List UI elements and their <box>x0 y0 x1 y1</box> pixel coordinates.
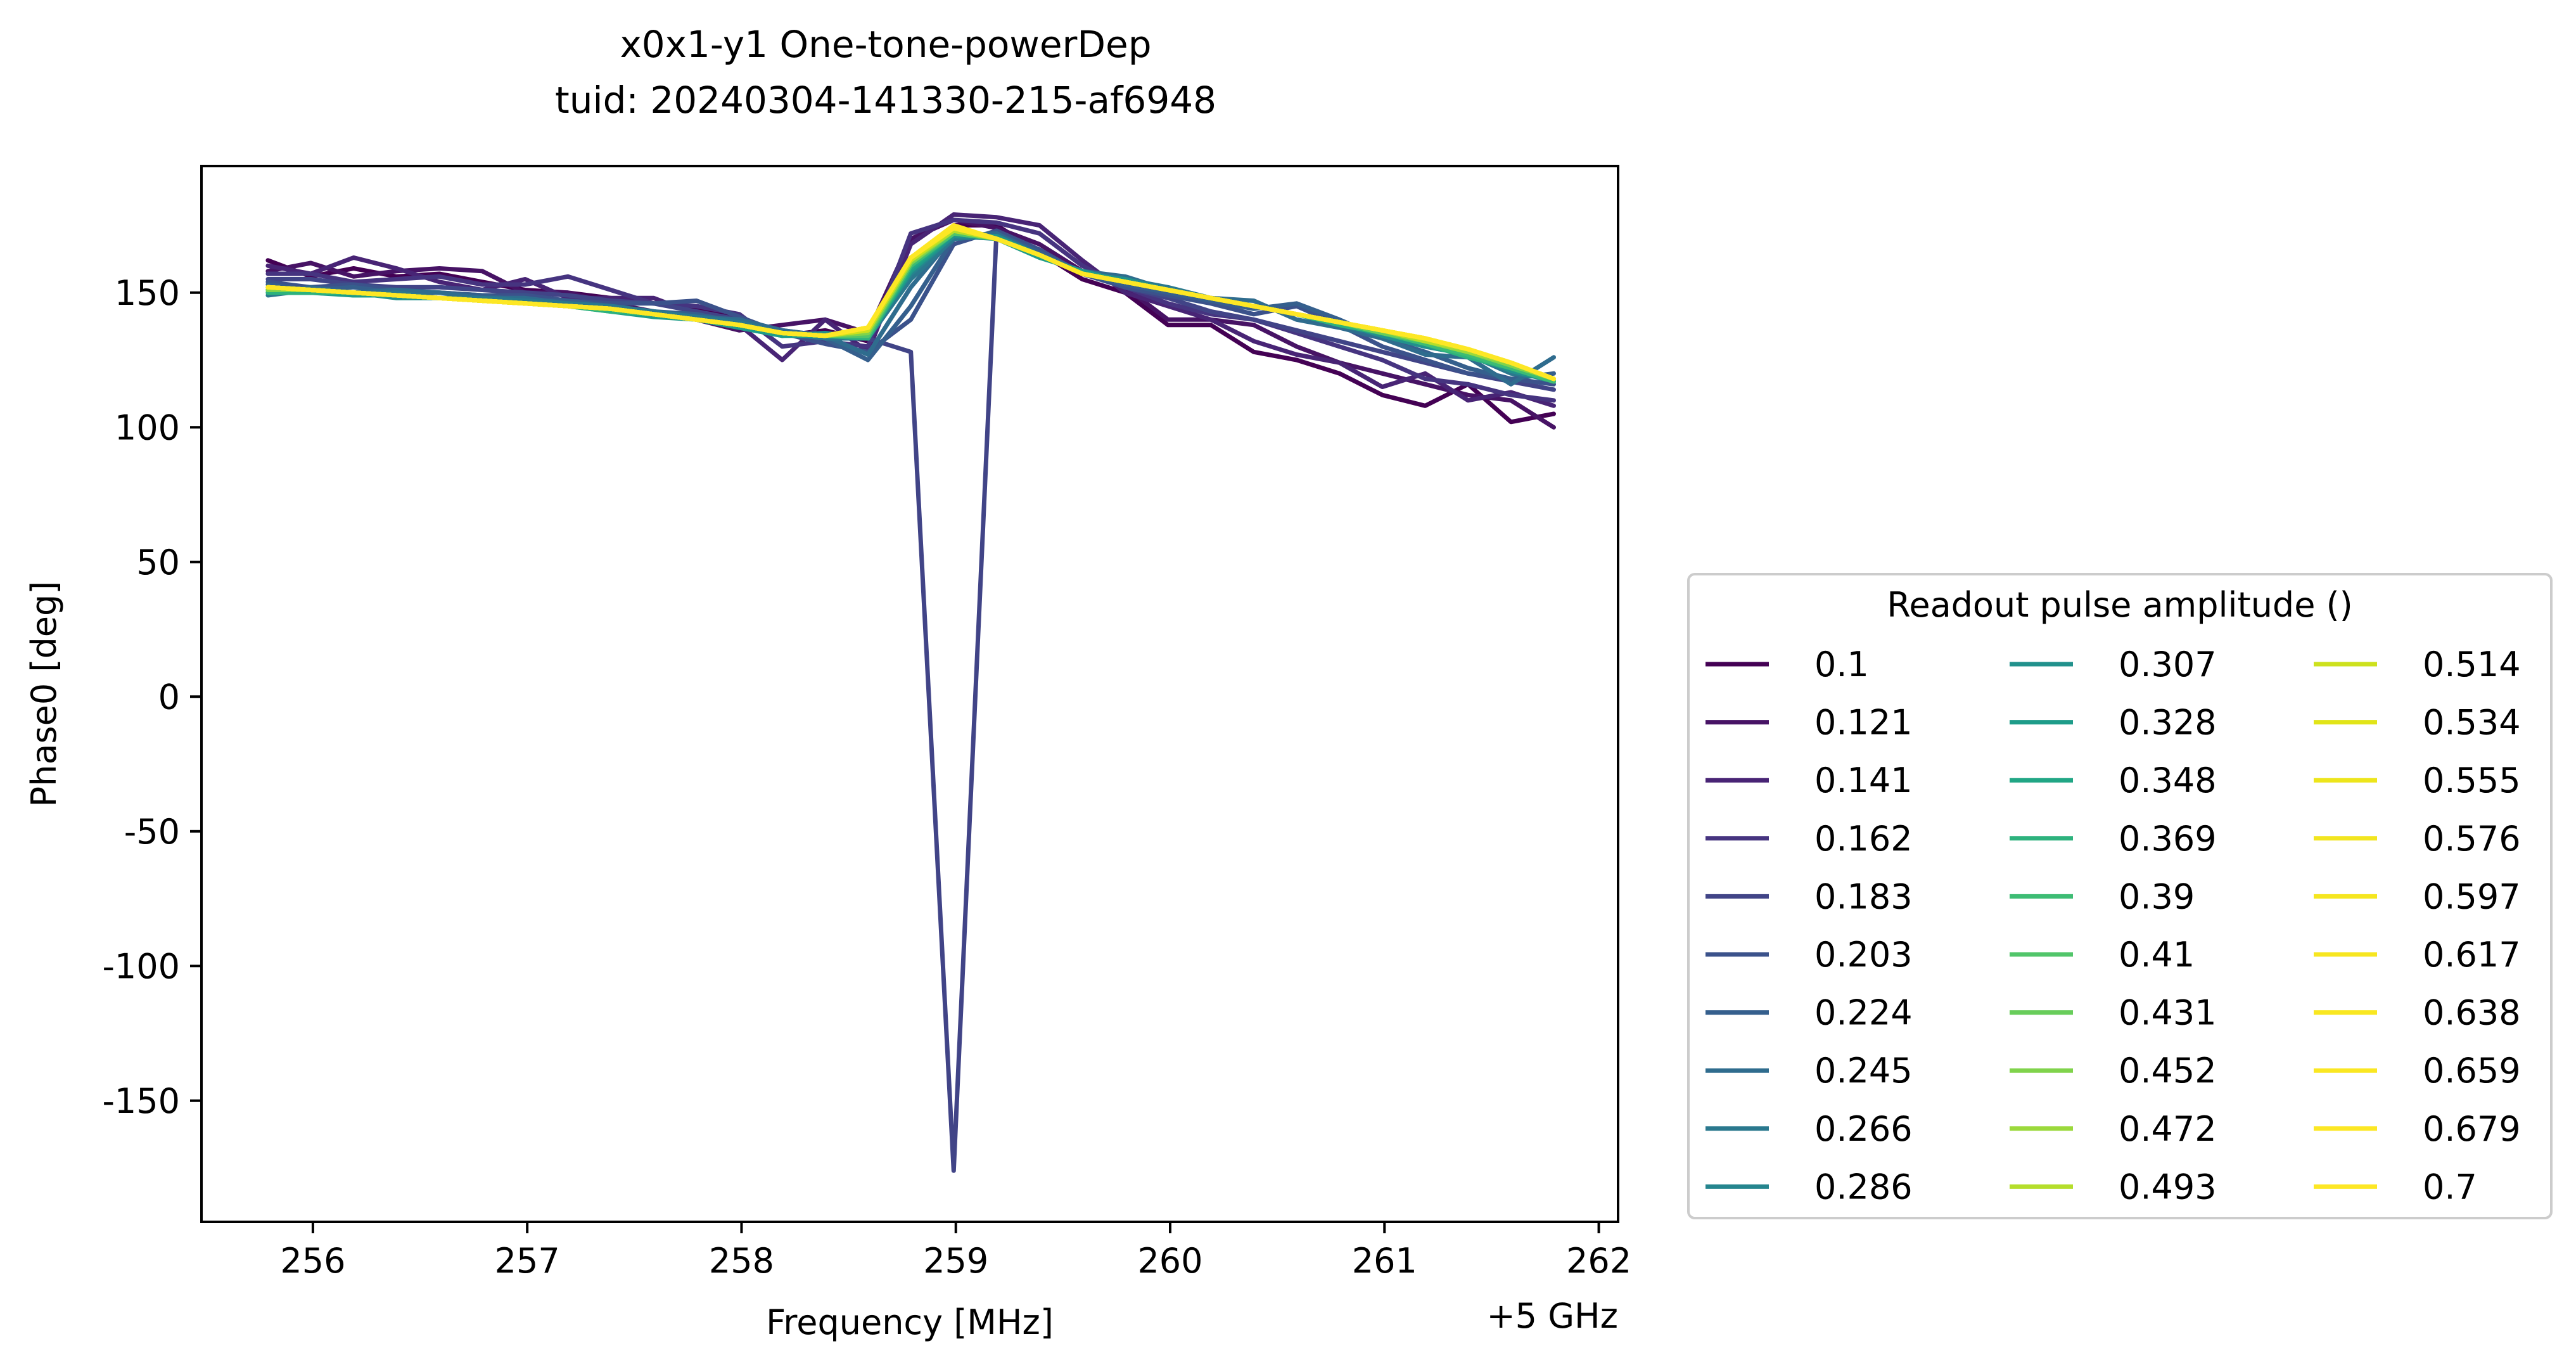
x-tick-label: 256 <box>280 1241 345 1281</box>
x-tick-label: 259 <box>923 1241 988 1281</box>
x-tick-label: 262 <box>1566 1241 1631 1281</box>
y-tick-label: 0 <box>158 677 180 717</box>
legend-label: 0.245 <box>1814 1051 1913 1091</box>
legend-label: 0.369 <box>2119 819 2217 859</box>
y-axis-label: Phase0 [deg] <box>24 581 64 807</box>
series-group <box>265 212 1556 1173</box>
legend-label: 0.597 <box>2423 876 2521 916</box>
legend-title: Readout pulse amplitude () <box>1887 585 2353 625</box>
x-axis-label: Frequency [MHz] <box>766 1302 1054 1342</box>
chart-title: x0x1-y1 One-tone-powerDep <box>620 23 1151 66</box>
legend-label: 0.1 <box>1814 645 1869 684</box>
legend-label: 0.7 <box>2423 1167 2477 1207</box>
chart-subtitle: tuid: 20240304-141330-215-af6948 <box>555 79 1216 122</box>
series-line-4 <box>265 228 1556 1173</box>
x-tick-label: 257 <box>495 1241 560 1281</box>
legend-label: 0.617 <box>2423 935 2521 975</box>
legend-label: 0.183 <box>1814 876 1913 916</box>
x-tick-label: 261 <box>1352 1241 1417 1281</box>
legend-label: 0.431 <box>2119 993 2217 1033</box>
legend-label: 0.555 <box>2423 761 2521 800</box>
legend-label: 0.452 <box>2119 1051 2217 1091</box>
legend-frame <box>1687 573 2553 1219</box>
legend-label: 0.41 <box>2119 935 2195 975</box>
y-tick-label: -50 <box>124 812 180 852</box>
series-line-6 <box>265 231 1556 382</box>
y-tick-label: 150 <box>115 273 180 313</box>
y-tick-label: 100 <box>115 408 180 447</box>
legend-label: 0.576 <box>2423 819 2521 859</box>
x-axis: 256 257 258 259 260 261 262 <box>280 1222 1631 1281</box>
y-tick-label: 50 <box>136 542 180 582</box>
legend-label: 0.39 <box>2119 876 2195 916</box>
y-tick-label: -100 <box>102 946 180 986</box>
legend-label: 0.162 <box>1814 819 1913 859</box>
legend-items: 0.1 0.121 0.141 0.162 0.183 0.203 0.224 0.245 0.… <box>1706 645 2521 1207</box>
y-tick-label: -150 <box>102 1081 180 1121</box>
legend-label: 0.679 <box>2423 1109 2521 1149</box>
legend-label: 0.121 <box>1814 703 1913 743</box>
legend-label: 0.328 <box>2119 703 2217 743</box>
legend-label: 0.224 <box>1814 993 1913 1033</box>
legend-label: 0.266 <box>1814 1109 1913 1149</box>
legend-label: 0.638 <box>2423 993 2521 1033</box>
legend-label: 0.203 <box>1814 935 1913 975</box>
legend-label: 0.141 <box>1814 761 1913 800</box>
series-line-29 <box>265 223 1556 382</box>
legend-label: 0.514 <box>2423 645 2521 684</box>
series-line-3 <box>265 217 1556 403</box>
x-tick-label: 258 <box>709 1241 774 1281</box>
legend-label: 0.307 <box>2119 645 2217 684</box>
legend-label: 0.348 <box>2119 761 2217 800</box>
legend-label: 0.659 <box>2423 1051 2521 1091</box>
legend-label: 0.286 <box>1814 1167 1913 1207</box>
x-tick-label: 260 <box>1137 1241 1202 1281</box>
x-axis-offset-label: +5 GHz <box>1486 1296 1618 1336</box>
legend: Readout pulse amplitude () 0.1 0.121 0.141… <box>1687 573 2553 1219</box>
y-axis: 150 100 50 0 -50 -100 -150 <box>102 273 201 1121</box>
legend-label: 0.472 <box>2119 1109 2217 1149</box>
legend-label: 0.493 <box>2119 1167 2217 1207</box>
legend-label: 0.534 <box>2423 703 2521 743</box>
plot-frame <box>200 165 1619 1223</box>
